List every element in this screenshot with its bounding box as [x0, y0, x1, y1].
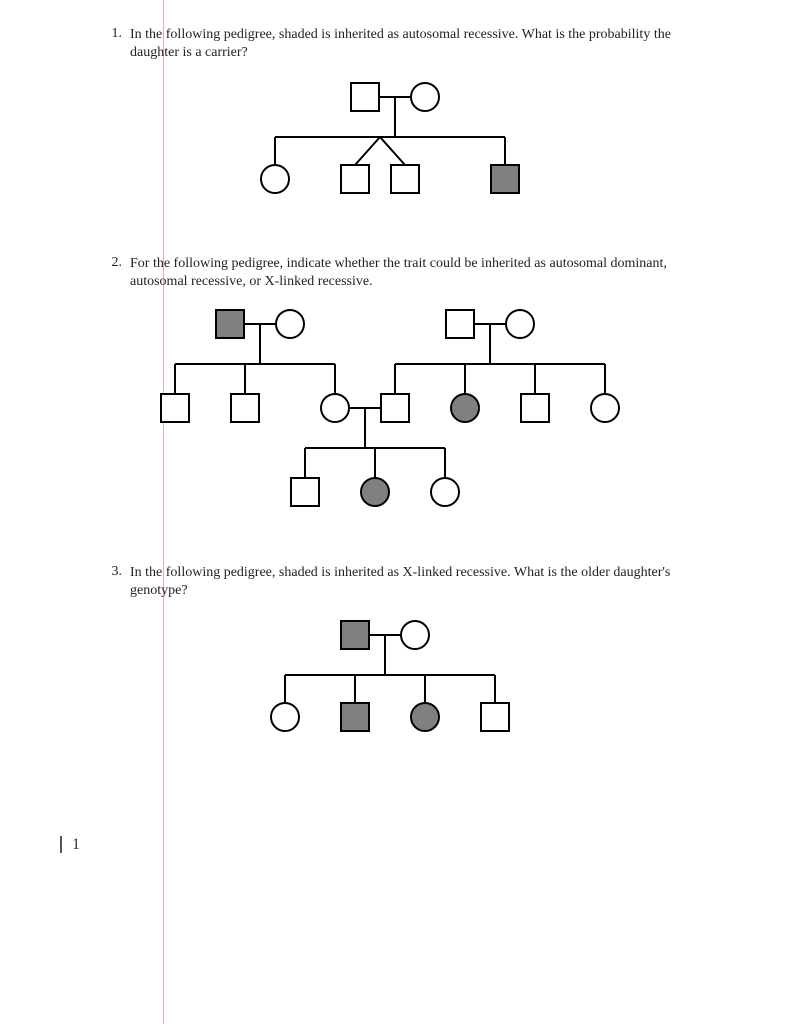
female-unaffected-icon [261, 165, 289, 193]
content-area: 1. In the following pedigree, shaded is … [100, 26, 690, 793]
female-unaffected-icon [591, 394, 619, 422]
female-unaffected-icon [401, 621, 429, 649]
question-3: 3. In the following pedigree, shaded is … [100, 564, 690, 599]
page-number-bar: 1 [60, 836, 80, 853]
question-3-number: 3. [100, 564, 122, 580]
page-number: 1 [60, 836, 80, 854]
question-1-number: 1. [100, 26, 122, 42]
male-affected-icon [341, 703, 369, 731]
male-unaffected-icon [481, 703, 509, 731]
pedigree-3 [235, 617, 555, 757]
female-unaffected-icon [411, 83, 439, 111]
question-2-text: For the following pedigree, indicate whe… [122, 255, 690, 290]
male-affected-icon [216, 310, 244, 338]
male-unaffected-icon [351, 83, 379, 111]
female-unaffected-icon [431, 478, 459, 506]
pedigree-2 [155, 308, 635, 528]
female-unaffected-icon [321, 394, 349, 422]
question-3-text: In the following pedigree, shaded is inh… [122, 564, 690, 599]
question-1-text: In the following pedigree, shaded is inh… [122, 26, 690, 61]
male-unaffected-icon [446, 310, 474, 338]
male-unaffected-icon [161, 394, 189, 422]
pedigree-1 [235, 79, 555, 219]
female-affected-icon [361, 478, 389, 506]
female-affected-icon [411, 703, 439, 731]
male-unaffected-icon [291, 478, 319, 506]
male-unaffected-icon [231, 394, 259, 422]
question-2: 2. For the following pedigree, indicate … [100, 255, 690, 290]
male-unaffected-icon [521, 394, 549, 422]
male-unaffected-icon [391, 165, 419, 193]
male-unaffected-icon [341, 165, 369, 193]
female-affected-icon [451, 394, 479, 422]
female-unaffected-icon [271, 703, 299, 731]
question-1: 1. In the following pedigree, shaded is … [100, 26, 690, 61]
worksheet-page: 1. In the following pedigree, shaded is … [0, 0, 791, 1024]
male-unaffected-icon [381, 394, 409, 422]
question-2-number: 2. [100, 255, 122, 271]
male-affected-icon [491, 165, 519, 193]
female-unaffected-icon [276, 310, 304, 338]
male-affected-icon [341, 621, 369, 649]
page-number-text: 1 [72, 836, 80, 853]
female-unaffected-icon [506, 310, 534, 338]
